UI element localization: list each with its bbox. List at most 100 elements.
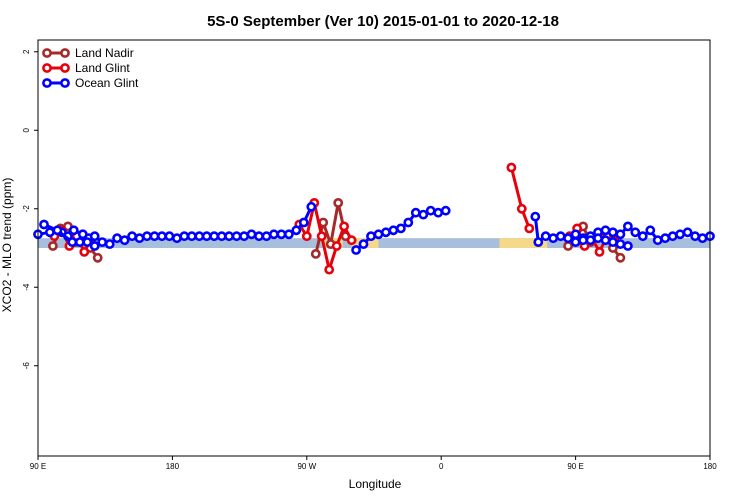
data-point-land-glint (331, 241, 342, 251)
legend-label: Ocean Glint (75, 76, 139, 90)
data-point-ocean-glint (127, 231, 137, 242)
data-point-ocean-glint (548, 233, 559, 244)
plot-frame (37, 39, 711, 457)
data-point-ocean-glint (410, 207, 421, 218)
legend-swatch-point (42, 63, 52, 73)
series-ocean-glint (33, 201, 715, 255)
x-axis: 90 E 180 90 W 0 90 E 180 (30, 456, 717, 471)
data-point-ocean-glint (600, 235, 611, 246)
data-point-ocean-glint (39, 219, 49, 230)
data-point-ocean-glint (134, 233, 145, 244)
data-point-ocean-glint (623, 241, 633, 251)
data-point-land-glint (339, 221, 349, 232)
x-tick-label: 0 (439, 462, 444, 471)
legend-label: Land Glint (75, 61, 130, 75)
data-point-ocean-glint (68, 225, 79, 236)
legend-item-ocean-glint: Ocean Glint (42, 76, 139, 90)
legend-item-land-glint: Land Glint (42, 61, 130, 75)
data-point-ocean-glint (637, 231, 648, 242)
data-point-ocean-glint (358, 239, 369, 249)
data-point-land-nadir (92, 252, 103, 263)
data-point-ocean-glint (615, 239, 626, 249)
legend-swatch-point (42, 78, 52, 88)
data-point-ocean-glint (45, 227, 55, 238)
data-point-ocean-glint (52, 225, 63, 236)
data-point-ocean-glint (667, 231, 678, 242)
y-tick-label: -4 (22, 283, 31, 291)
data-point-ocean-glint (418, 209, 429, 220)
data-point-ocean-glint (682, 227, 693, 238)
data-point-ocean-glint (171, 233, 182, 244)
series-line-land-glint-2 (509, 167, 531, 229)
data-point-ocean-glint (690, 231, 700, 242)
data-point-ocean-glint (645, 225, 656, 236)
data-point-ocean-glint (67, 237, 78, 247)
data-point-ocean-glint (615, 229, 626, 240)
data-point-ocean-glint (239, 231, 249, 242)
data-point-ocean-glint (585, 235, 596, 246)
data-point-ocean-glint (608, 227, 618, 238)
data-point-ocean-glint (380, 227, 391, 238)
data-point-ocean-glint (630, 227, 641, 238)
data-point-ocean-glint (298, 217, 309, 228)
chart-title: 5S-0 September (Ver 10) 2015-01-01 to 20… (207, 13, 559, 30)
data-point-ocean-glint (82, 237, 93, 247)
data-point-land-nadir (310, 248, 321, 259)
data-point-ocean-glint (291, 225, 302, 236)
band-3 (499, 238, 548, 248)
data-point-land-glint (324, 264, 335, 275)
data-point-land-nadir (48, 241, 58, 251)
data-point-ocean-glint (246, 229, 257, 240)
data-point-ocean-glint (600, 225, 611, 236)
data-point-ocean-glint (440, 205, 451, 216)
x-tick-label: 90 E (567, 462, 583, 471)
data-point-ocean-glint (276, 229, 287, 240)
data-point-ocean-glint (570, 229, 581, 240)
data-point-land-glint (301, 231, 312, 242)
data-point-land-glint (524, 223, 535, 234)
data-point-ocean-glint (660, 233, 671, 244)
data-point-ocean-glint (156, 231, 167, 242)
y-tick-label: -6 (22, 362, 31, 370)
data-point-ocean-glint (186, 231, 197, 242)
data-point-ocean-glint (209, 231, 220, 242)
data-point-ocean-glint (533, 237, 544, 247)
data-point-ocean-glint (231, 231, 242, 242)
data-point-ocean-glint (306, 201, 317, 212)
series-layer (33, 162, 715, 275)
y-tick-label: -2 (22, 205, 31, 213)
data-point-ocean-glint (593, 233, 603, 244)
y-axis: 2 0 -2 -4 -6 (22, 49, 38, 369)
data-point-ocean-glint (570, 237, 581, 247)
data-point-ocean-glint (224, 231, 234, 242)
data-point-land-glint (506, 162, 517, 173)
data-point-ocean-glint (697, 233, 708, 244)
data-point-ocean-glint (89, 231, 100, 242)
data-point-ocean-glint (403, 217, 414, 228)
data-point-land-glint (594, 246, 605, 257)
data-point-ocean-glint (104, 239, 115, 249)
data-point-land-glint (79, 246, 90, 257)
data-point-ocean-glint (112, 233, 122, 244)
data-point-ocean-glint (254, 231, 264, 242)
data-point-ocean-glint (164, 231, 175, 242)
data-point-land-nadir (563, 241, 573, 251)
data-point-ocean-glint (89, 241, 100, 251)
legend-swatch-point (60, 48, 70, 58)
data-point-ocean-glint (563, 233, 573, 244)
data-point-ocean-glint (388, 225, 399, 236)
legend-label: Land Nadir (75, 46, 134, 60)
data-point-ocean-glint (555, 231, 566, 242)
data-point-ocean-glint (97, 237, 108, 247)
data-point-ocean-glint (652, 235, 663, 246)
data-point-ocean-glint (366, 231, 376, 242)
data-point-land-glint (516, 203, 527, 214)
y-tick-label: 0 (22, 127, 31, 132)
legend-swatch-point (42, 48, 52, 58)
data-point-ocean-glint (74, 237, 85, 247)
data-point-land-glint (346, 235, 357, 246)
x-axis-label: Longitude (349, 477, 402, 491)
data-point-ocean-glint (425, 205, 436, 216)
